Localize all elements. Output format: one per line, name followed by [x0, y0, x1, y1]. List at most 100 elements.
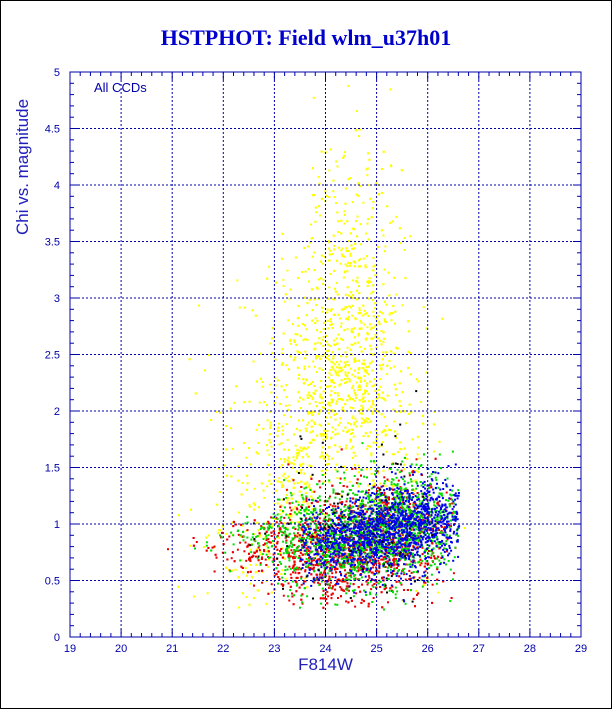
- data-point: [394, 310, 397, 313]
- series-yellow: [177, 84, 466, 609]
- data-point: [272, 492, 275, 494]
- data-point: [334, 468, 337, 471]
- data-point: [299, 559, 302, 562]
- data-point: [331, 431, 334, 433]
- data-point: [347, 422, 350, 425]
- data-point: [343, 222, 346, 225]
- data-point: [205, 536, 208, 539]
- data-point: [332, 357, 335, 360]
- data-point: [265, 542, 268, 545]
- data-point: [372, 484, 374, 487]
- data-point: [268, 479, 271, 482]
- data-point: [331, 592, 334, 595]
- data-point: [360, 404, 363, 407]
- data-point: [340, 249, 343, 252]
- data-point: [351, 247, 354, 250]
- data-point: [332, 179, 335, 182]
- data-point: [399, 447, 401, 450]
- data-point: [392, 408, 395, 411]
- data-point: [299, 557, 302, 559]
- data-point: [298, 373, 301, 376]
- data-point: [429, 482, 432, 485]
- data-point: [295, 500, 298, 503]
- data-point: [321, 338, 324, 341]
- data-point: [313, 490, 316, 493]
- data-point: [384, 547, 387, 550]
- data-point: [306, 502, 309, 505]
- data-point: [344, 151, 346, 154]
- data-point: [319, 331, 322, 333]
- data-point: [351, 467, 354, 470]
- data-point: [322, 589, 325, 592]
- data-point: [384, 433, 387, 436]
- data-point: [368, 184, 371, 187]
- data-point: [374, 498, 377, 501]
- data-point: [357, 388, 360, 391]
- data-point: [298, 449, 301, 452]
- data-point: [315, 304, 318, 306]
- data-point: [377, 410, 380, 413]
- data-point: [285, 396, 288, 398]
- data-point: [306, 531, 309, 534]
- data-point: [317, 175, 320, 178]
- data-point: [310, 223, 312, 226]
- data-point: [281, 534, 283, 537]
- data-point: [396, 347, 399, 350]
- data-point: [439, 514, 441, 517]
- data-point: [264, 542, 266, 545]
- data-point: [395, 496, 398, 499]
- data-point: [291, 478, 294, 481]
- data-point: [420, 531, 423, 534]
- data-point: [323, 457, 326, 460]
- data-point: [324, 593, 327, 596]
- data-point: [300, 464, 303, 467]
- data-point: [410, 560, 413, 563]
- data-point: [224, 464, 226, 467]
- data-point: [278, 477, 281, 480]
- data-point: [333, 298, 335, 301]
- data-point: [308, 365, 311, 368]
- data-point: [391, 573, 394, 576]
- data-point: [407, 551, 409, 554]
- data-point: [262, 427, 265, 430]
- data-point: [288, 559, 291, 562]
- data-point: [314, 322, 317, 325]
- data-point: [289, 573, 292, 576]
- data-point: [268, 558, 270, 561]
- data-point: [311, 255, 314, 258]
- data-point: [367, 281, 370, 284]
- data-point: [296, 482, 299, 485]
- data-point: [248, 552, 250, 555]
- data-point: [257, 559, 260, 562]
- data-point: [319, 393, 322, 396]
- data-point: [381, 391, 384, 394]
- data-point: [447, 523, 450, 526]
- data-point: [264, 536, 267, 539]
- data-point: [384, 566, 387, 568]
- data-point: [240, 559, 243, 562]
- data-point: [378, 563, 381, 566]
- data-point: [369, 431, 372, 434]
- data-point: [257, 546, 260, 549]
- data-point: [407, 350, 410, 353]
- data-point: [348, 364, 350, 367]
- data-point: [367, 605, 370, 608]
- data-point: [327, 349, 330, 352]
- data-point: [377, 472, 380, 475]
- data-point: [299, 463, 302, 466]
- data-point: [280, 352, 283, 355]
- data-point: [292, 492, 295, 495]
- data-point: [382, 532, 385, 535]
- data-point: [189, 508, 192, 511]
- data-point: [339, 383, 342, 386]
- data-point: [431, 601, 434, 604]
- data-point: [393, 365, 396, 368]
- data-point: [287, 408, 290, 411]
- data-point: [396, 554, 399, 557]
- data-point: [344, 202, 347, 205]
- data-point: [422, 306, 425, 309]
- data-point: [265, 530, 268, 533]
- data-point: [274, 518, 277, 521]
- data-point: [345, 363, 347, 366]
- data-point: [314, 423, 317, 425]
